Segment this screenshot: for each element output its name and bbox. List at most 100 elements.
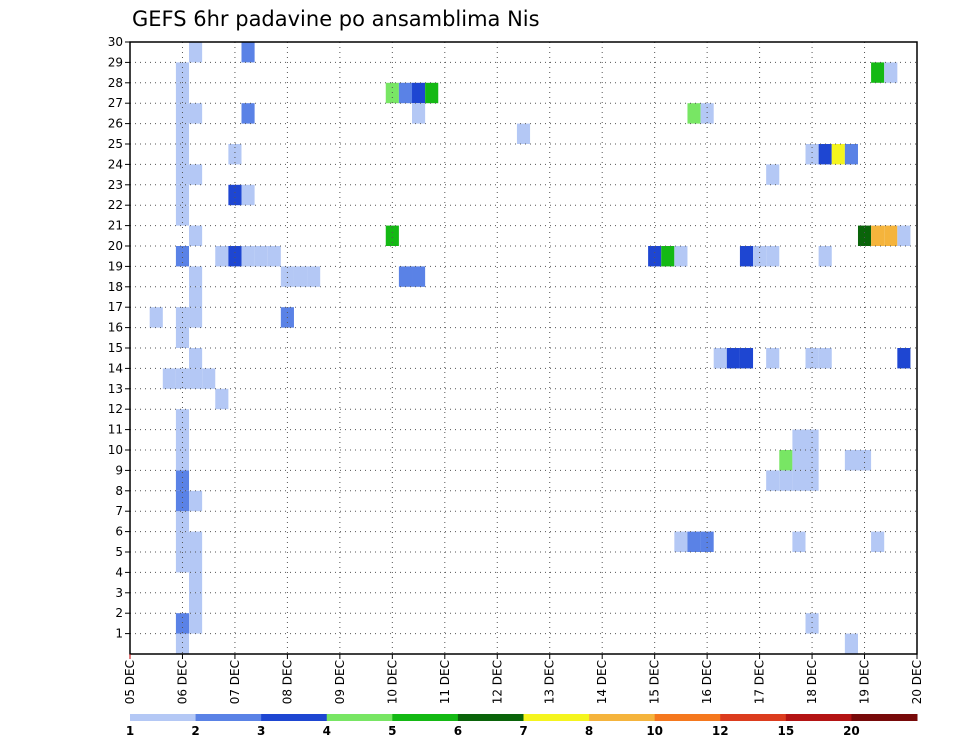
cell-108 [897, 348, 911, 369]
cell-87 [792, 429, 806, 450]
y-tick-label-15: 15 [108, 341, 123, 355]
x-tick-label-11: 16 DEC [700, 660, 714, 704]
colorbar-swatch-4 [392, 714, 459, 721]
cell-61 [398, 266, 413, 287]
colorbar-swatch-0 [130, 714, 197, 721]
cell-72 [713, 348, 727, 369]
cell-33 [267, 246, 281, 267]
cell-96 [831, 144, 845, 165]
cell-15 [175, 409, 190, 430]
y-tick-label-27: 27 [108, 96, 123, 110]
cell-80 [766, 470, 780, 491]
cell-106 [871, 62, 885, 83]
cell-38 [241, 184, 255, 206]
colorbar: 1 2 3 4 5 6 7 8 10 12 15 20 [126, 714, 918, 738]
cell-88 [805, 429, 819, 450]
cell-107 [884, 62, 898, 83]
y-tick-label-13: 13 [108, 382, 123, 396]
cell-70 [687, 103, 701, 124]
y-tick-label-26: 26 [108, 117, 123, 131]
cell-11 [189, 490, 203, 512]
cell-100 [844, 633, 858, 654]
cell-94 [805, 144, 819, 165]
y-tick-label-21: 21 [108, 219, 123, 233]
cell-2 [189, 613, 203, 634]
x-tick-label-3: 08 DEC [280, 660, 294, 704]
y-tick-label-6: 6 [115, 525, 123, 539]
x-tick-label-14: 19 DEC [858, 660, 872, 704]
cell-79 [766, 164, 780, 185]
cell-50 [241, 42, 255, 63]
cell-101 [871, 531, 885, 552]
cell-28 [175, 246, 190, 267]
y-tick-label-16: 16 [108, 321, 123, 335]
cell-34 [189, 225, 203, 246]
cell-46 [241, 103, 255, 124]
cell-60 [412, 103, 426, 124]
cell-35 [175, 205, 190, 226]
x-axis: 05 DEC 06 DEC 07 DEC 08 DEC 09 DEC 10 DEC 11 D… [123, 654, 924, 704]
colorbar-label-6: 7 [519, 724, 527, 738]
y-tick-label-25: 25 [108, 137, 123, 151]
cell-26 [189, 286, 203, 308]
cell-10 [175, 490, 190, 512]
cell-7 [175, 531, 190, 552]
y-tick-label-23: 23 [108, 178, 123, 192]
cell-74 [739, 348, 754, 369]
cell-66 [674, 246, 688, 267]
y-tick-label-11: 11 [108, 423, 123, 437]
colorbar-swatch-3 [326, 714, 393, 721]
y-tick-label-9: 9 [115, 463, 123, 477]
x-tick-label-13: 18 DEC [805, 660, 819, 704]
y-tick-label-29: 29 [108, 55, 123, 69]
cell-12 [175, 470, 190, 491]
x-tick-label-2: 07 DEC [228, 660, 242, 704]
y-tick-label-7: 7 [115, 504, 123, 518]
cell-1 [175, 613, 190, 634]
cell-52 [280, 266, 294, 287]
cell-77 [766, 246, 780, 267]
colorbar-swatch-2 [261, 714, 328, 721]
colorbar-swatch-8 [654, 714, 721, 721]
x-tick-label-7: 12 DEC [490, 660, 504, 704]
cell-62 [412, 266, 426, 287]
chart-title: GEFS 6hr padavine po ansamblima Nis [132, 7, 540, 31]
cell-58 [412, 82, 426, 104]
cell-76 [753, 246, 767, 267]
colorbar-label-11: 20 [843, 724, 860, 738]
cell-97 [844, 144, 858, 165]
cell-83 [805, 470, 819, 491]
cell-0 [175, 633, 190, 654]
cell-103 [871, 225, 885, 246]
cell-78 [766, 348, 780, 369]
colorbar-label-10: 15 [777, 724, 794, 738]
cell-39 [175, 164, 190, 185]
cell-89 [792, 531, 806, 552]
cell-6 [189, 552, 203, 573]
cell-43 [175, 123, 190, 144]
y-tick-label-8: 8 [115, 484, 123, 498]
cell-85 [792, 450, 806, 471]
colorbar-label-9: 12 [712, 724, 729, 738]
cell-55 [385, 225, 399, 246]
cell-67 [674, 531, 688, 552]
y-tick-label-28: 28 [108, 76, 123, 90]
colorbar-label-1: 2 [191, 724, 199, 738]
cell-23 [149, 307, 163, 328]
cell-36 [175, 184, 190, 206]
cell-54 [307, 266, 321, 287]
cell-4 [189, 572, 203, 593]
x-tick-label-6: 11 DEC [438, 660, 452, 704]
cell-49 [189, 42, 203, 63]
cell-104 [884, 225, 898, 246]
y-tick-label-12: 12 [108, 402, 123, 416]
colorbar-label-7: 8 [585, 724, 593, 738]
y-tick-label-1: 1 [115, 627, 123, 641]
y-axis: 1234567891011121314151617181920212223242… [108, 35, 130, 641]
cell-95 [818, 144, 832, 165]
y-tick-label-22: 22 [108, 198, 123, 212]
cell-75 [739, 246, 754, 267]
cell-63 [516, 123, 531, 144]
x-tick-label-0: 05 DEC [123, 660, 137, 704]
y-tick-label-10: 10 [108, 443, 123, 457]
